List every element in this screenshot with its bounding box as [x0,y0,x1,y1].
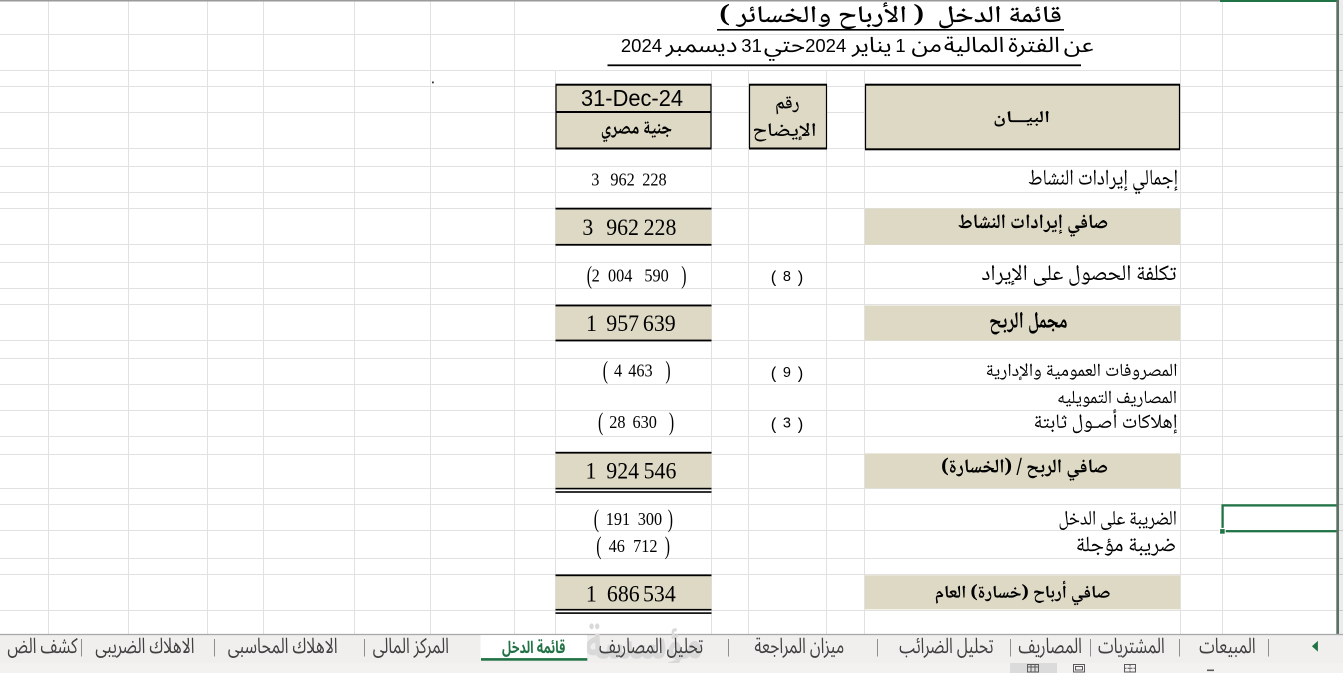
svg-text:1: 1 [586,310,597,336]
svg-text:(: ( [771,365,777,383]
svg-text:2024: 2024 [621,35,662,56]
svg-text:): ) [665,355,670,384]
svg-text:8: 8 [783,269,791,285]
svg-text:46: 46 [609,536,625,556]
svg-text:3: 3 [783,416,791,432]
svg-text:924: 924 [606,458,639,484]
svg-text:590: 590 [644,266,668,286]
svg-text:3: 3 [582,214,593,240]
svg-text:2: 2 [592,266,600,286]
svg-text:3: 3 [591,170,599,190]
svg-text:2024: 2024 [805,35,846,56]
svg-text:686: 686 [607,581,640,607]
svg-text:1: 1 [586,458,597,484]
svg-text:639: 639 [643,310,676,336]
svg-text:31-Dec-24: 31-Dec-24 [581,85,683,111]
svg-text:300: 300 [638,510,662,530]
svg-text:962: 962 [610,170,634,190]
svg-text:546: 546 [644,458,677,484]
svg-text:9: 9 [783,365,791,381]
svg-text:): ) [798,365,804,383]
svg-text:): ) [798,415,804,433]
svg-text:1: 1 [586,581,597,607]
svg-text:28: 28 [609,412,625,432]
svg-text:191: 191 [606,510,630,530]
svg-text:1: 1 [895,35,905,56]
svg-text:(: ( [596,531,601,560]
svg-text:(: ( [587,260,592,289]
svg-text:957: 957 [606,310,639,336]
svg-text:228: 228 [644,214,677,240]
svg-text:31: 31 [741,35,762,56]
svg-text:712: 712 [633,536,657,556]
svg-text:): ) [668,504,673,533]
svg-text:(: ( [603,355,608,384]
svg-text:534: 534 [643,581,676,607]
svg-text:228: 228 [642,170,666,190]
svg-text:962: 962 [606,214,639,240]
svg-text:): ) [665,531,670,560]
svg-text:): ) [798,269,804,287]
svg-text:630: 630 [633,412,657,432]
svg-text:(: ( [771,269,777,287]
svg-text:): ) [669,407,674,436]
svg-text:(: ( [594,504,599,533]
svg-text:4: 4 [614,361,623,381]
svg-text:004: 004 [608,266,633,286]
svg-text:(: ( [598,407,603,436]
svg-text:): ) [681,260,686,289]
svg-text:463: 463 [628,361,652,381]
svg-text:(: ( [771,415,777,433]
